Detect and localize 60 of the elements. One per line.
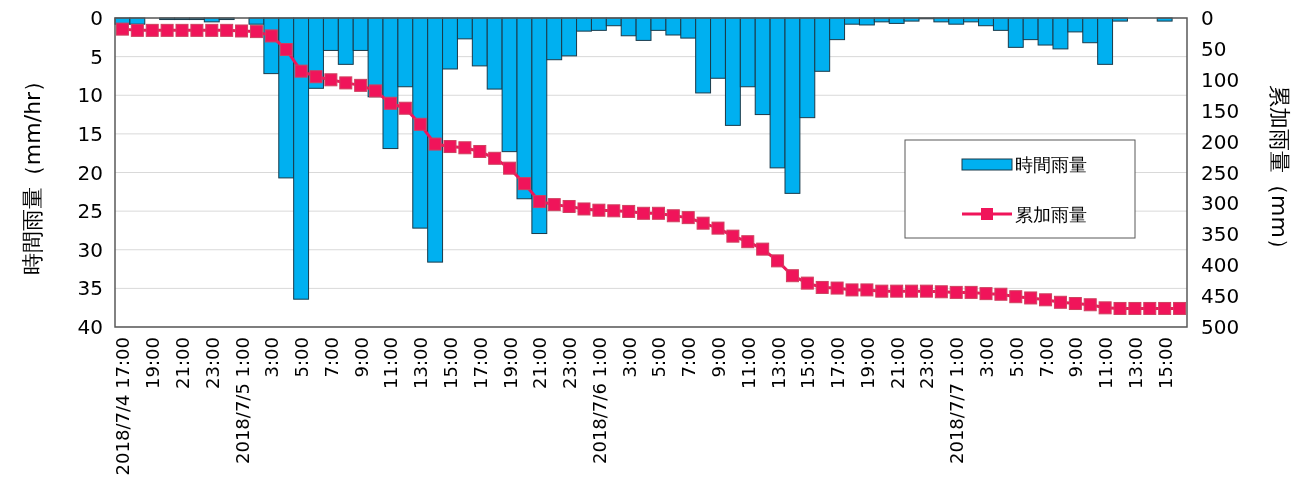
y2-tick-label: 250 (1201, 160, 1240, 185)
x-tick-label: 9:00 (350, 337, 372, 378)
x-tick-label: 19:00 (856, 337, 878, 389)
x-tick-label: 23:00 (201, 337, 223, 389)
y2-tick-label: 200 (1201, 129, 1240, 154)
y-tick-label: 20 (77, 160, 103, 185)
x-tick-label: 5:00 (1005, 337, 1027, 378)
x-tick-label: 17:00 (469, 337, 491, 389)
x-tick-label: 15:00 (440, 337, 461, 389)
x-tick-label: 5:00 (648, 337, 670, 378)
x-tick-label: 19:00 (142, 337, 164, 389)
x-tick-label: 23:00 (559, 337, 581, 389)
x-tick-label: 3:00 (618, 337, 640, 378)
y2-tick-label: 500 (1201, 315, 1240, 339)
y2-tick-label: 300 (1201, 191, 1240, 216)
x-tick-label: 7:00 (320, 337, 342, 378)
y-axis-title: 時間雨量（mm/hr） (20, 69, 45, 276)
x-tick-label: 13:00 (410, 337, 432, 389)
x-tick-label: 2018/7/5 1:00 (231, 337, 253, 464)
legend-label: 累加雨量 (1015, 204, 1087, 225)
x-tick-label: 13:00 (767, 337, 789, 389)
y2-tick-label: 350 (1201, 222, 1240, 247)
y-tick-label: 0 (90, 6, 103, 30)
x-tick-label: 7:00 (1035, 337, 1057, 378)
x-tick-label: 11:00 (737, 337, 759, 389)
y2-tick-label: 0 (1201, 6, 1214, 30)
x-tick-label: 13:00 (1124, 337, 1146, 389)
x-tick-label: 2018/7/6 1:00 (588, 337, 610, 464)
y-tick-label: 30 (77, 237, 103, 262)
y2-tick-label: 50 (1201, 36, 1227, 61)
x-tick-label: 15:00 (1154, 337, 1176, 389)
y2-tick-label: 400 (1201, 253, 1240, 278)
y-tick-label: 15 (77, 121, 103, 146)
x-tick-label: 2018/7/7 1:00 (946, 337, 968, 464)
x-tick-label: 9:00 (708, 337, 729, 378)
x-tick-label: 11:00 (1095, 337, 1117, 389)
y2-tick-label: 150 (1201, 98, 1240, 123)
x-tick-label: 17:00 (827, 337, 849, 389)
x-tick-label: 21:00 (172, 337, 193, 389)
x-tick-label: 3:00 (976, 337, 997, 378)
x-tick-label: 3:00 (261, 337, 283, 378)
x-tick-label: 21:00 (886, 337, 908, 389)
y-tick-label: 5 (90, 44, 103, 69)
y-tick-label: 10 (77, 83, 103, 108)
y-tick-label: 35 (77, 276, 103, 301)
legend-label: 時間雨量 (1015, 154, 1087, 175)
x-tick-label: 15:00 (797, 337, 819, 389)
x-tick-label: 19:00 (499, 337, 521, 389)
x-tick-label: 2018/7/4 17:00 (112, 337, 134, 476)
x-tick-label: 7:00 (678, 337, 700, 378)
y2-tick-label: 450 (1201, 284, 1240, 309)
y2-tick-label: 100 (1201, 67, 1240, 92)
y2-axis-title: 累加雨量（mm） (1267, 85, 1292, 260)
y-tick-label: 25 (77, 199, 103, 224)
x-tick-label: 9:00 (1065, 337, 1087, 378)
x-tick-label: 21:00 (529, 337, 551, 389)
y-tick-label: 40 (77, 315, 103, 339)
x-tick-label: 5:00 (291, 337, 313, 378)
x-tick-label: 23:00 (916, 337, 938, 389)
x-tick-label: 11:00 (380, 337, 402, 389)
